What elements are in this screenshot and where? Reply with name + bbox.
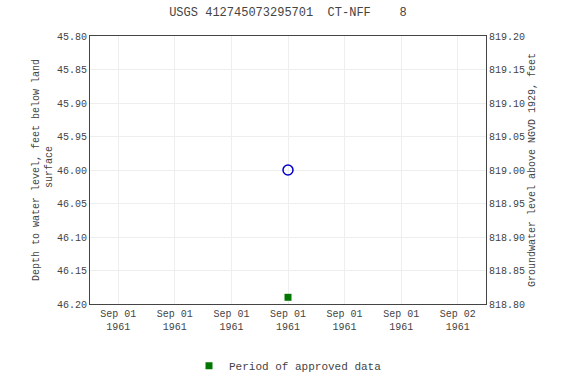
- svg-text:819.10: 819.10: [489, 99, 525, 110]
- svg-text:46.05: 46.05: [57, 199, 87, 210]
- svg-text:819.15: 819.15: [489, 65, 525, 76]
- svg-text:Groundwater level above NGVD 1: Groundwater level above NGVD 1929, feet: [527, 53, 538, 287]
- svg-text:Sep 011961: Sep 011961: [383, 309, 419, 333]
- svg-text:Sep 021961: Sep 021961: [440, 309, 476, 333]
- svg-text:819.05: 819.05: [489, 132, 525, 143]
- svg-text:Sep 011961: Sep 011961: [270, 309, 306, 333]
- svg-text:Sep 011961: Sep 011961: [157, 309, 193, 333]
- svg-text:Depth to water level, feet bel: Depth to water level, feet below land su…: [31, 59, 55, 281]
- svg-text:Sep 011961: Sep 011961: [327, 309, 363, 333]
- svg-text:819.20: 819.20: [489, 32, 525, 43]
- svg-text:Sep 011961: Sep 011961: [213, 309, 249, 333]
- svg-text:45.90: 45.90: [57, 99, 87, 110]
- svg-text:45.85: 45.85: [57, 65, 87, 76]
- svg-text:USGS 412745073295701 CT-NFF: USGS 412745073295701 CT-NFF 8: [169, 6, 407, 20]
- svg-text:45.95: 45.95: [57, 132, 87, 143]
- svg-text:Period of approved data: Period of approved data: [229, 361, 381, 373]
- svg-text:818.85: 818.85: [489, 266, 525, 277]
- svg-text:45.80: 45.80: [57, 32, 87, 43]
- svg-text:46.15: 46.15: [57, 266, 87, 277]
- svg-text:819.00: 819.00: [489, 166, 525, 177]
- svg-text:46.00: 46.00: [57, 166, 87, 177]
- svg-text:46.10: 46.10: [57, 233, 87, 244]
- svg-text:818.90: 818.90: [489, 233, 525, 244]
- svg-text:818.95: 818.95: [489, 199, 525, 210]
- svg-text:818.80: 818.80: [489, 300, 525, 311]
- svg-text:46.20: 46.20: [57, 300, 87, 311]
- svg-text:Sep 011961: Sep 011961: [100, 309, 136, 333]
